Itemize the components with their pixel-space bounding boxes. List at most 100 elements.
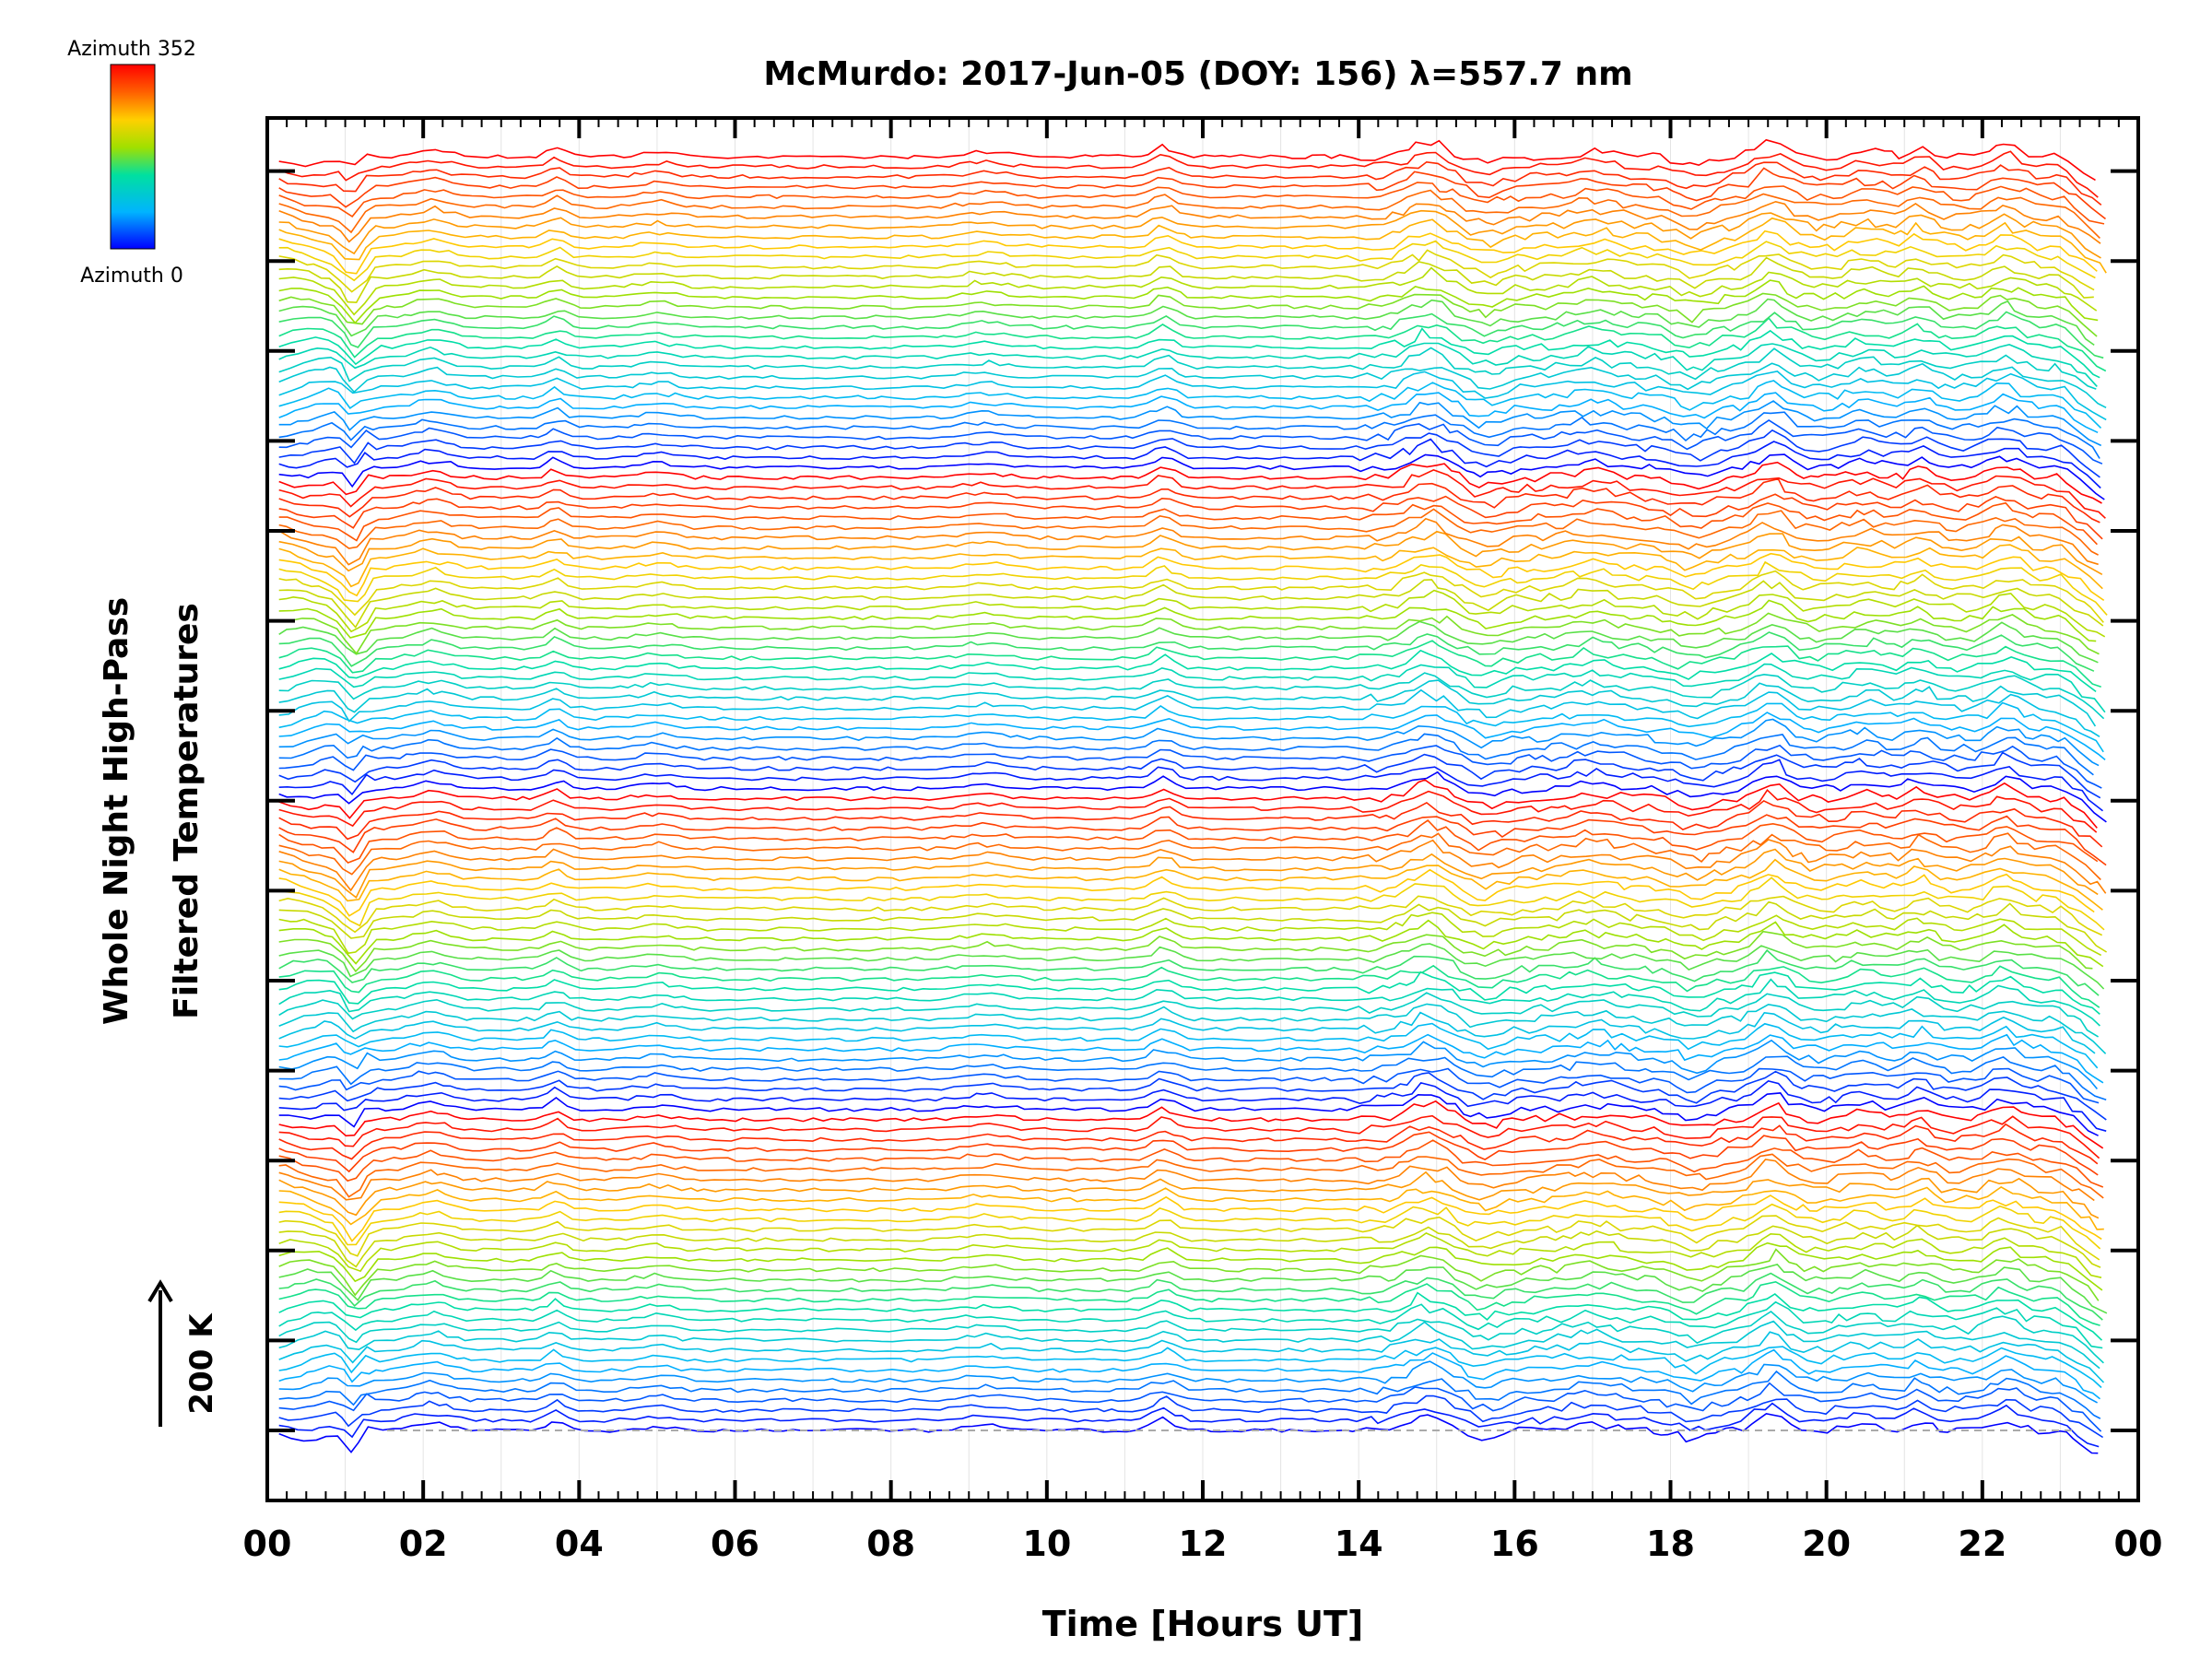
y-axis-label-line2: Filtered Temperatures xyxy=(168,603,206,1019)
trace-line xyxy=(278,298,2095,347)
trace-line xyxy=(278,342,2098,387)
trace-line xyxy=(278,256,2094,304)
trace-line xyxy=(278,292,2098,337)
x-tick-label: 20 xyxy=(1802,1524,1851,1564)
trace-line xyxy=(278,799,2103,848)
trace-line xyxy=(278,311,2104,359)
trace-line xyxy=(278,217,2107,274)
x-tick-label: 02 xyxy=(399,1524,448,1564)
trace-line xyxy=(278,900,2108,953)
trace-line xyxy=(278,240,2096,282)
trace-line xyxy=(278,599,2097,642)
axis-ticks xyxy=(265,118,2140,1500)
trace-line xyxy=(278,1033,2104,1084)
trace-line xyxy=(278,589,2106,638)
trace-line xyxy=(278,848,2099,900)
trace-line xyxy=(278,1194,2102,1242)
trace-line xyxy=(278,1272,2103,1321)
trace-line xyxy=(278,877,2105,931)
trace-line xyxy=(278,759,2103,812)
x-tick-label: 18 xyxy=(1646,1524,1695,1564)
trace-line xyxy=(278,1248,2100,1301)
trace-line xyxy=(278,1203,2101,1250)
trace-line xyxy=(278,912,2102,957)
x-axis-label: Time [Hours UT] xyxy=(1042,1604,1364,1644)
trace-line xyxy=(278,733,2094,776)
x-tick-labels: 00 02 04 06 08 10 12 14 16 18 20 22 00 xyxy=(243,1524,2163,1564)
trace-line xyxy=(278,1080,2107,1132)
trace-line xyxy=(278,1171,2100,1219)
trace-line xyxy=(278,964,2100,1008)
trace-line xyxy=(278,1022,2099,1069)
trace-line xyxy=(278,858,2103,911)
trace-line xyxy=(278,919,2104,968)
x-tick-label: 08 xyxy=(866,1524,915,1564)
trace-line xyxy=(278,895,2103,936)
trace-line xyxy=(278,570,2104,623)
trace-line xyxy=(278,1092,2099,1136)
colorbar-top-label: Azimuth 352 xyxy=(67,38,196,61)
trace-line xyxy=(278,712,2106,761)
trace-line xyxy=(278,552,2105,602)
trace-line xyxy=(278,701,2104,753)
trace-line xyxy=(278,1280,2100,1326)
trace-line xyxy=(278,189,2100,239)
trace-line xyxy=(278,868,2095,917)
colorbar xyxy=(110,64,156,250)
x-tick-label: 06 xyxy=(711,1524,759,1564)
y-axis-label-line1: Whole Night High-Pass xyxy=(98,597,135,1025)
trace-line xyxy=(278,209,2101,259)
trace-line xyxy=(278,1159,2095,1202)
trace-line xyxy=(278,419,2103,465)
trace-line xyxy=(278,1346,2102,1389)
trace-line xyxy=(278,493,2103,540)
trace-line xyxy=(278,1185,2104,1230)
trace-line xyxy=(278,362,2107,409)
trace-line xyxy=(278,429,2100,478)
trace-line xyxy=(278,560,2108,616)
trace-line xyxy=(278,1039,2099,1090)
trace-line xyxy=(278,517,2099,566)
trace-line xyxy=(278,1370,2101,1419)
trace-line xyxy=(278,788,2098,833)
traces xyxy=(278,138,2108,1454)
trace-line xyxy=(278,1320,2100,1370)
trace-line xyxy=(278,530,2103,575)
trace-line xyxy=(278,1311,2104,1364)
x-tick-label: 00 xyxy=(243,1524,292,1564)
trace-line xyxy=(278,1131,2099,1176)
trace-line xyxy=(278,943,2105,990)
trace-line xyxy=(278,679,2097,727)
trace-line xyxy=(278,160,2102,206)
trace-line xyxy=(278,1114,2100,1159)
trace-line xyxy=(278,779,2098,829)
x-tick-label: 10 xyxy=(1022,1524,1071,1564)
trace-line xyxy=(278,649,2097,693)
trace-line xyxy=(278,477,2100,524)
trace-line xyxy=(278,150,2099,198)
trace-line xyxy=(278,138,2096,182)
trace-line xyxy=(278,1263,2108,1314)
trace-line xyxy=(278,1402,2100,1448)
trace-line xyxy=(278,438,2101,489)
trace-line xyxy=(278,400,2102,447)
trace-line xyxy=(278,200,2101,244)
trace-line xyxy=(278,1300,2103,1349)
trace-line xyxy=(278,347,2097,390)
trace-line xyxy=(278,1100,2104,1149)
trace-line xyxy=(278,1394,2104,1439)
trace-line xyxy=(278,501,2098,546)
trace-line xyxy=(278,1003,2107,1054)
trace-line xyxy=(278,751,2101,799)
trace-line xyxy=(278,1241,2103,1291)
trace-line xyxy=(278,819,2099,865)
trace-line xyxy=(278,371,2107,421)
trace-line xyxy=(278,279,2099,324)
trace-line xyxy=(278,508,2099,556)
trace-line xyxy=(278,249,2095,293)
trace-line xyxy=(278,1153,2104,1199)
trace-line xyxy=(278,1348,2100,1400)
trace-line xyxy=(278,469,2106,519)
trace-line xyxy=(278,266,2098,316)
